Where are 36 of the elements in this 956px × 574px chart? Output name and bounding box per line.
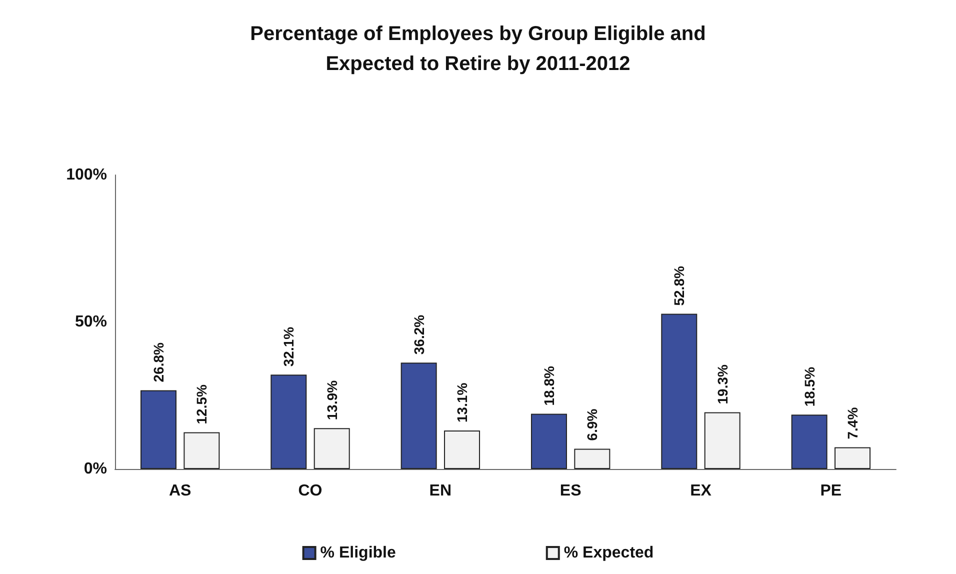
data-label: 12.5% [194, 384, 210, 424]
data-label: 36.2% [410, 314, 427, 355]
x-tick-label: AS [168, 482, 192, 500]
bar [530, 414, 567, 469]
chart-title: Percentage of Employees by Group Eligible and Expected to Retire by 2011-2012 [250, 23, 706, 75]
bar [184, 432, 220, 469]
data-label: 7.4% [844, 406, 861, 440]
data-label: 52.8% [671, 266, 688, 306]
legend-label: % Eligible [320, 544, 396, 562]
x-tick-label: PE [820, 482, 842, 500]
bar [140, 390, 176, 469]
data-label: 13.9% [324, 380, 340, 420]
data-label: 6.9% [584, 408, 600, 441]
x-tick-label: EX [690, 482, 712, 500]
data-label: 19.3% [714, 364, 730, 404]
data-label: 32.1% [280, 326, 297, 367]
bar [661, 314, 698, 469]
x-tick-label: ES [560, 482, 582, 500]
bar [314, 428, 350, 469]
bar [704, 412, 740, 469]
bar [270, 374, 307, 469]
legend-label: % Expected [564, 544, 654, 562]
data-label: 18.8% [540, 365, 557, 406]
bar [400, 362, 437, 469]
data-label: 26.8% [150, 342, 166, 382]
y-tick-label: 100% [66, 166, 107, 184]
x-tick-label: EN [429, 482, 452, 500]
y-tick-label: 50% [74, 314, 107, 330]
y-tick-label: 0% [84, 460, 107, 478]
data-label: 18.5% [801, 366, 818, 407]
x-tick-label: CO [298, 482, 322, 500]
bar [791, 414, 828, 469]
bar [444, 430, 480, 469]
bar [574, 448, 610, 469]
data-label: 13.1% [454, 382, 470, 422]
bar [834, 447, 871, 469]
